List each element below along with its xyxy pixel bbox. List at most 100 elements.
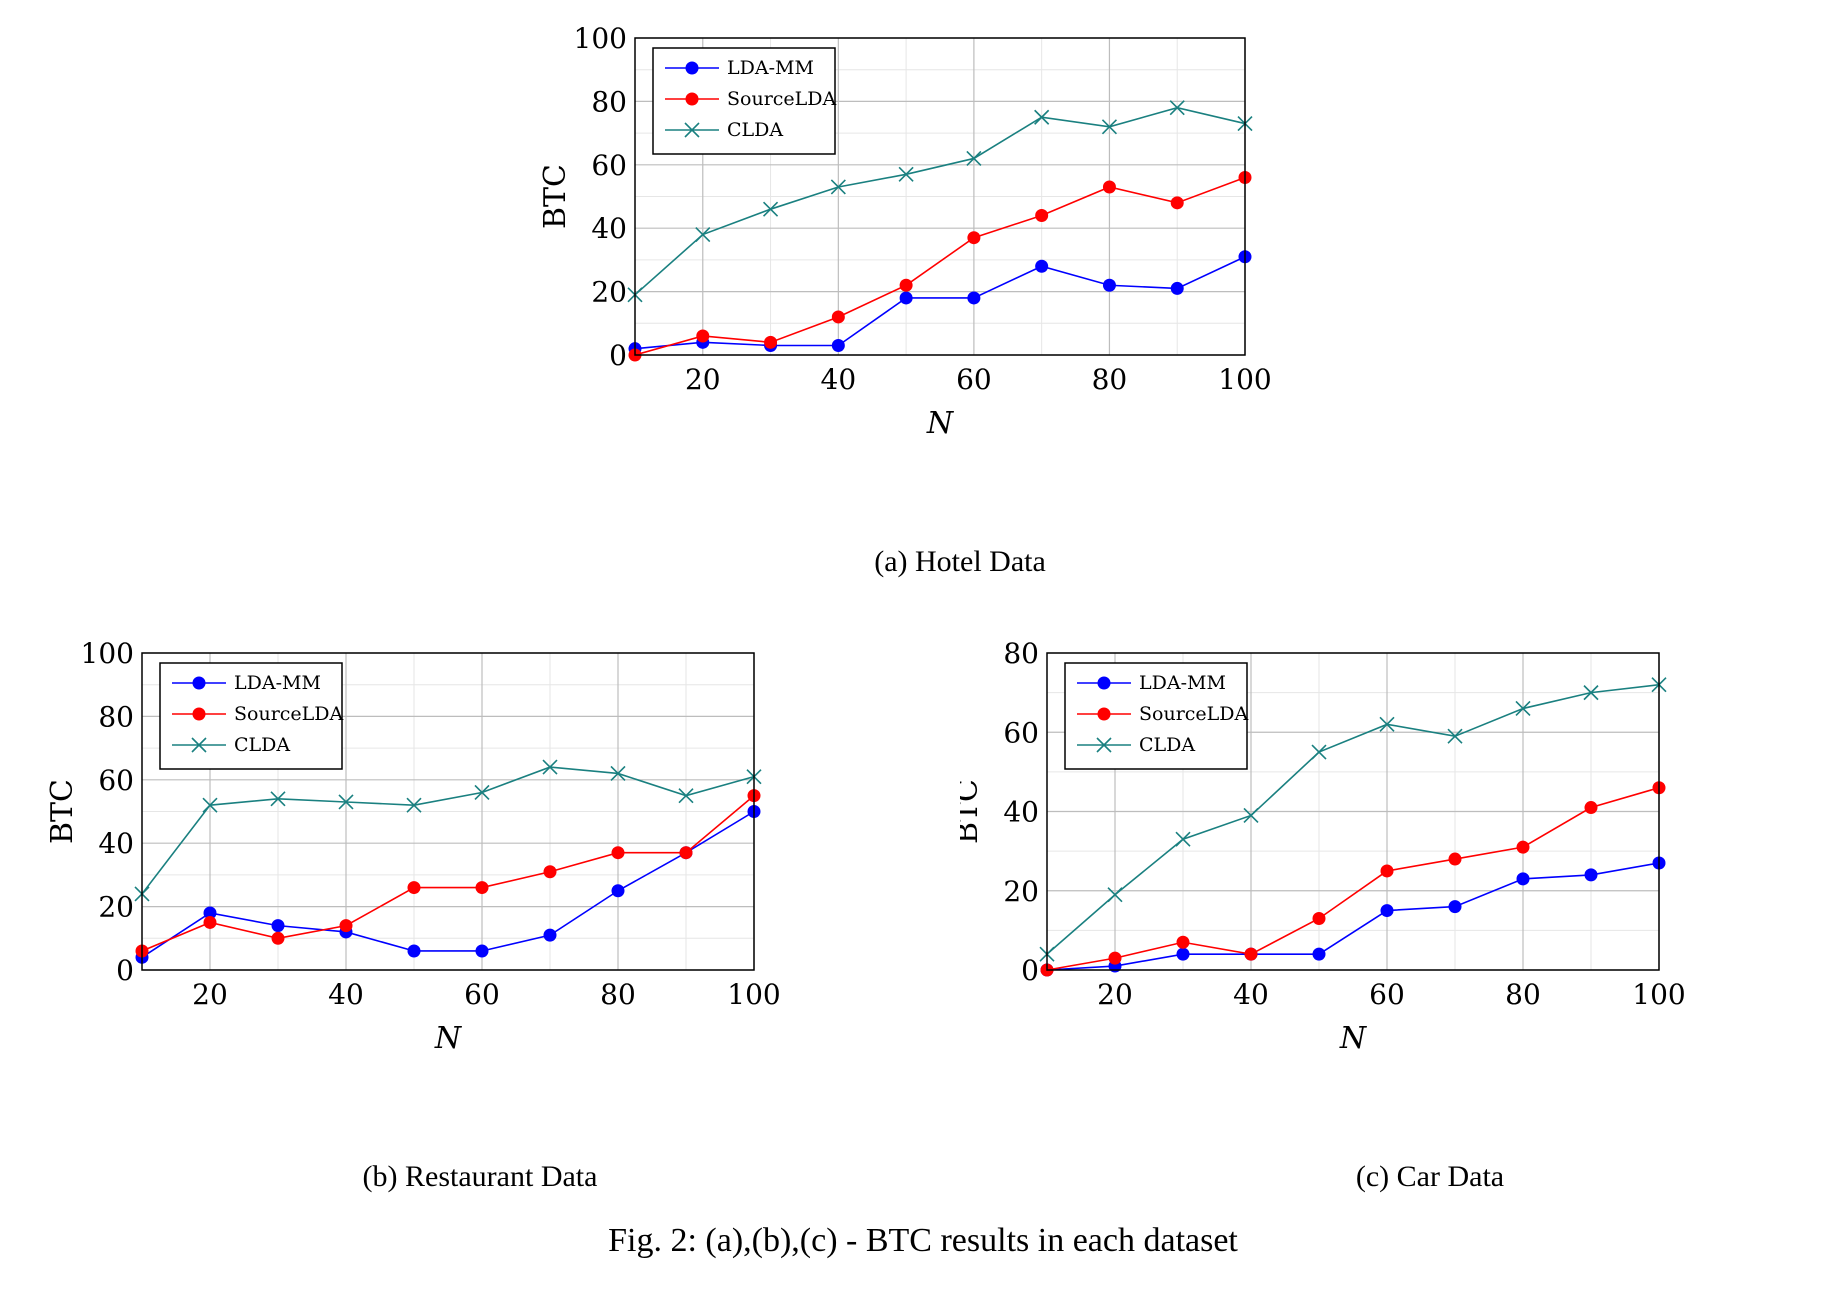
y-tick-label: 0 (116, 954, 134, 987)
data-point (1175, 831, 1191, 847)
data-point (543, 865, 557, 879)
subcaption-hotel-data: (a) Hotel Data (874, 545, 1046, 578)
data-point (1170, 196, 1184, 210)
chart-car-data: 20 40 60 80 100 0 20 40 60 80 N BTC LDA-MM SourceLDA C… (960, 637, 1686, 1056)
legend-marker (191, 737, 207, 753)
x-axis-label: N (926, 406, 955, 441)
data-point (762, 201, 779, 217)
figure-caption: Fig. 2: (a),(b),(c) - BTC results in eac… (608, 1222, 1238, 1259)
data-point (967, 291, 981, 305)
data-point (1312, 911, 1326, 925)
y-tick-label: 80 (1003, 637, 1039, 670)
data-point (1102, 278, 1116, 292)
x-tick-label: 100 (727, 978, 780, 1011)
data-point (611, 884, 625, 898)
data-point (338, 794, 354, 810)
x-tick-label: 40 (821, 363, 857, 396)
data-point (271, 919, 285, 933)
chart-restaurant-data: 20 40 60 80 100 0 20 40 60 80 100 N BTC LDA-MM SourceL… (45, 637, 781, 1056)
y-tick-label: 40 (98, 827, 134, 860)
series-line (1046, 786, 1660, 971)
y-tick-label: 40 (1003, 796, 1039, 829)
data-point (1448, 900, 1462, 914)
series-clda (134, 759, 762, 902)
legend-marker (685, 92, 699, 106)
data-point (830, 179, 846, 195)
legend-marker (192, 707, 206, 721)
series-line (1046, 683, 1660, 955)
data-point (202, 797, 218, 813)
data-point (695, 226, 711, 243)
data-point (270, 791, 286, 807)
data-point (203, 915, 217, 929)
y-tick-label: 60 (591, 149, 627, 182)
data-point (1516, 872, 1530, 886)
data-point (1108, 951, 1122, 965)
data-point (610, 765, 626, 782)
legend-label: LDA-MM (727, 57, 814, 79)
legend-label: CLDA (1139, 734, 1195, 756)
data-point (678, 788, 694, 804)
data-point (831, 338, 845, 352)
series-line (141, 795, 755, 952)
y-axis-label: BTC (960, 779, 985, 844)
data-point (339, 919, 353, 933)
legend-label: LDA-MM (234, 672, 321, 694)
legend: LDA-MM SourceLDA CLDA (1064, 662, 1249, 770)
y-tick-label: 80 (98, 700, 134, 733)
series-sourcelda (628, 170, 1252, 362)
data-point (1243, 807, 1259, 824)
data-point (898, 166, 914, 182)
x-tick-label: 20 (1097, 978, 1133, 1011)
data-point (407, 881, 421, 895)
subcaption-restaurant-data: (b) Restaurant Data (362, 1160, 598, 1193)
series-lda-mm (628, 250, 1252, 356)
legend-marker (1096, 737, 1112, 753)
data-point (611, 846, 625, 860)
data-point (1380, 864, 1394, 878)
data-point (1447, 728, 1463, 744)
data-point (1380, 904, 1394, 918)
series-sourcelda (1040, 781, 1666, 977)
y-tick-label: 20 (98, 891, 134, 924)
data-point (1170, 281, 1184, 295)
x-tick-label: 60 (464, 978, 500, 1011)
data-point (1448, 852, 1462, 866)
data-point (1102, 180, 1116, 194)
data-point (474, 784, 490, 801)
y-tick-label: 60 (98, 764, 134, 797)
series-line (1046, 862, 1660, 971)
data-point (1176, 947, 1190, 961)
series-clda (1039, 677, 1667, 962)
data-point (1176, 935, 1190, 949)
data-point (899, 278, 913, 292)
data-point (966, 150, 982, 167)
x-axis-label: N (434, 1021, 463, 1056)
data-point (475, 881, 489, 895)
y-axis-label: BTC (45, 779, 80, 844)
data-point (1311, 744, 1327, 760)
legend-label: SourceLDA (727, 88, 837, 110)
chart-hotel-data: 20 40 60 80 100 0 20 40 60 80 100 N BTC LDA-MM SourceL… (538, 22, 1272, 441)
plot-frame (1046, 652, 1660, 971)
data-point (1107, 887, 1123, 903)
data-point (271, 931, 285, 945)
plot-frame (141, 652, 755, 971)
legend-box (1064, 662, 1248, 770)
y-tick-label: 20 (1003, 875, 1039, 908)
series-line (634, 176, 1246, 356)
legend: LDA-MM SourceLDA CLDA (652, 47, 837, 155)
y-tick-label: 60 (1003, 716, 1039, 749)
data-point (475, 944, 489, 958)
data-point (831, 310, 845, 324)
series-lda-mm (135, 805, 761, 964)
legend-box (652, 47, 836, 155)
data-point (1584, 868, 1598, 882)
legend-marker (684, 122, 700, 138)
legend-label: SourceLDA (234, 703, 344, 725)
data-point (1244, 947, 1258, 961)
y-tick-label: 0 (1021, 954, 1039, 987)
data-point (679, 846, 693, 860)
x-tick-label: 100 (1632, 978, 1685, 1011)
data-point (1035, 259, 1049, 273)
